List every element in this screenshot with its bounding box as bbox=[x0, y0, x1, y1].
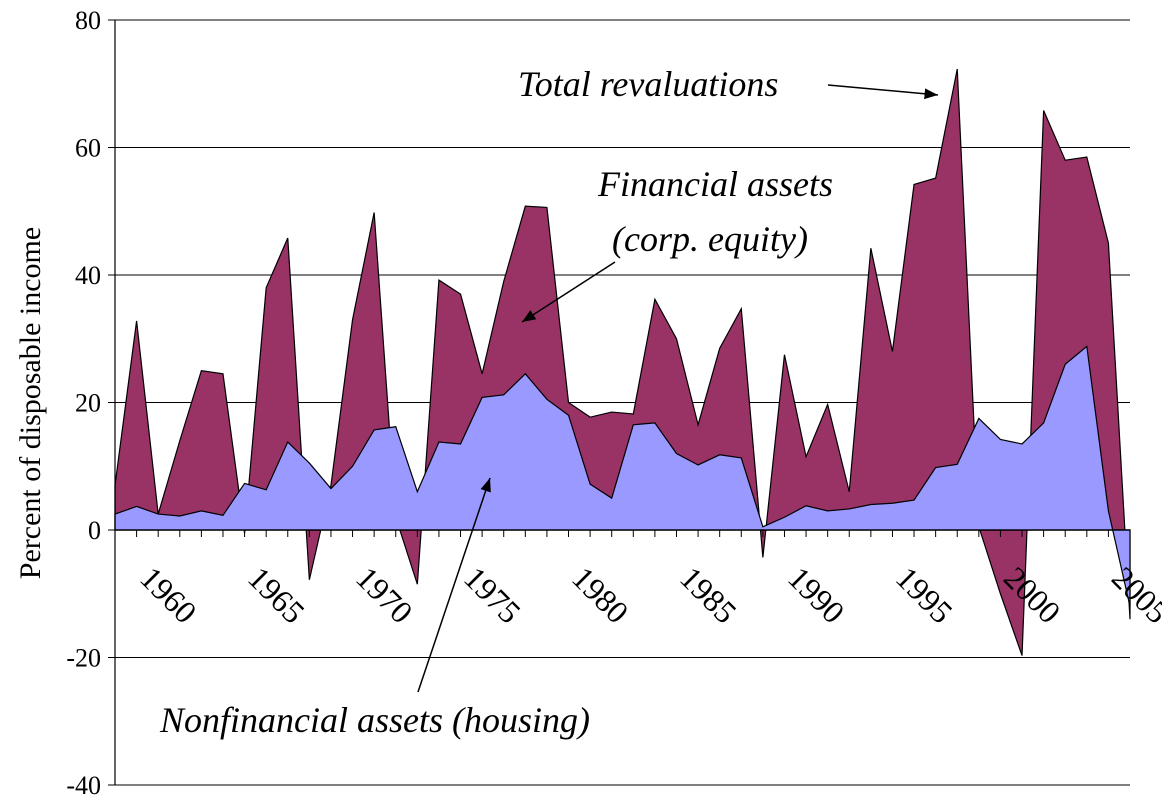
annotation: Financial assets bbox=[597, 164, 833, 204]
y-tick-label: 0 bbox=[88, 516, 101, 545]
y-tick-label: 60 bbox=[75, 134, 101, 163]
annotation: Total revaluations bbox=[518, 64, 778, 104]
y-tick-label: -40 bbox=[66, 771, 101, 797]
arrow bbox=[827, 84, 939, 100]
arrow bbox=[417, 477, 491, 693]
y-tick-label: 20 bbox=[75, 389, 101, 418]
x-tick-label: 1965 bbox=[241, 559, 312, 630]
x-tick-label: 2005 bbox=[1105, 559, 1162, 630]
y-axis-label: Percent of disposable income bbox=[14, 227, 47, 579]
x-tick-label: 1970 bbox=[349, 559, 420, 630]
arrow bbox=[521, 261, 616, 323]
annotation: Nonfinancial assets (housing) bbox=[159, 700, 590, 740]
area bbox=[114, 345, 1131, 607]
y-tick-label: -20 bbox=[66, 644, 101, 673]
x-tick-label: 1990 bbox=[781, 559, 852, 630]
x-tick-label: 1975 bbox=[457, 559, 528, 630]
y-tick-label: 80 bbox=[75, 6, 101, 35]
x-tick-label: 1960 bbox=[133, 559, 204, 630]
annotation: (corp. equity) bbox=[612, 219, 808, 259]
x-tick-label: 1995 bbox=[889, 559, 960, 630]
x-tick-label: 1980 bbox=[565, 559, 636, 630]
y-tick-label: 40 bbox=[75, 261, 101, 290]
plot-area: -40 -20 0 20 40 60 80 bbox=[66, 6, 1131, 797]
x-tick-label: 1985 bbox=[673, 559, 744, 630]
